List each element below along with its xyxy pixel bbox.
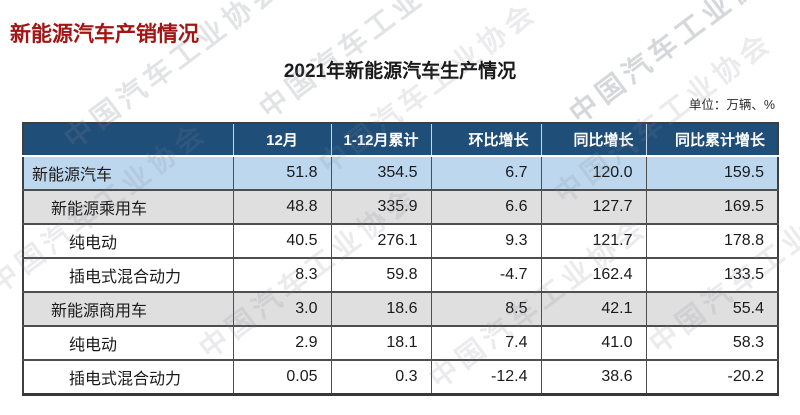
value-cell: 169.5 bbox=[645, 189, 778, 224]
value-cell: -12.4 bbox=[430, 359, 541, 395]
value-cell: 159.5 bbox=[645, 155, 778, 190]
value-cell: 178.8 bbox=[645, 223, 778, 258]
value-cell: 162.4 bbox=[540, 257, 646, 292]
value-cell: 7.4 bbox=[430, 325, 541, 360]
value-cell: 18.1 bbox=[330, 325, 431, 360]
value-cell: 8.5 bbox=[430, 291, 541, 326]
production-table: 12月 1-12月累计 环比增长 同比增长 同比累计增长 新能源汽车 51.8 354.5 6… bbox=[22, 122, 779, 396]
value-cell: 354.5 bbox=[330, 155, 431, 190]
table-title: 2021年新能源汽车生产情况 bbox=[283, 61, 517, 82]
row-label-cell: 新能源乘用车 bbox=[22, 189, 233, 224]
table-row: 纯电动 40.5 276.1 9.3 121.7 178.8 bbox=[22, 223, 778, 258]
row-label-cell: 插电式混合动力 bbox=[22, 359, 233, 395]
value-cell: 58.3 bbox=[645, 325, 778, 360]
table-header: 12月 1-12月累计 环比增长 同比增长 同比累计增长 bbox=[23, 123, 778, 156]
table-row: 新能源乘用车 48.8 335.9 6.6 127.7 169.5 bbox=[22, 189, 778, 224]
value-cell: 6.7 bbox=[430, 155, 541, 190]
value-cell: 40.5 bbox=[232, 223, 331, 258]
value-cell: 41.0 bbox=[540, 325, 646, 360]
row-label-cell: 纯电动 bbox=[22, 325, 233, 360]
value-cell: 6.6 bbox=[430, 189, 541, 224]
value-cell: 121.7 bbox=[540, 223, 646, 258]
value-cell: -20.2 bbox=[645, 359, 778, 395]
table-row: 新能源商用车 3.0 18.6 8.5 42.1 55.4 bbox=[22, 291, 778, 326]
corner-cell bbox=[23, 123, 233, 156]
header-cell: 同比累计增长 bbox=[645, 123, 778, 156]
row-label-cell: 新能源商用车 bbox=[22, 291, 233, 326]
table-body: 新能源汽车 51.8 354.5 6.7 120.0 159.5 新能源乘用车 48.8 335… bbox=[22, 155, 778, 395]
value-cell: 127.7 bbox=[540, 189, 646, 224]
table-row: 插电式混合动力 8.3 59.8 -4.7 162.4 133.5 bbox=[22, 257, 778, 292]
table-row: 新能源汽车 51.8 354.5 6.7 120.0 159.5 bbox=[22, 155, 778, 190]
header-cell: 12月 bbox=[232, 123, 331, 156]
table-row: 插电式混合动力 0.05 0.3 -12.4 38.6 -20.2 bbox=[22, 359, 778, 395]
header-cell: 1-12月累计 bbox=[330, 123, 431, 156]
value-cell: 133.5 bbox=[645, 257, 778, 292]
row-label-cell: 纯电动 bbox=[22, 223, 233, 258]
value-cell: 9.3 bbox=[430, 223, 541, 258]
value-cell: 120.0 bbox=[540, 155, 646, 190]
value-cell: 38.6 bbox=[540, 359, 646, 395]
value-cell: 59.8 bbox=[330, 257, 431, 292]
value-cell: 18.6 bbox=[330, 291, 431, 326]
unit-label: 单位：万辆、% bbox=[688, 98, 775, 112]
value-cell: -4.7 bbox=[430, 257, 541, 292]
header-row: 12月 1-12月累计 环比增长 同比增长 同比累计增长 bbox=[23, 123, 778, 156]
value-cell: 276.1 bbox=[330, 223, 431, 258]
value-cell: 2.9 bbox=[232, 325, 331, 360]
value-cell: 55.4 bbox=[645, 291, 778, 326]
table-row: 纯电动 2.9 18.1 7.4 41.0 58.3 bbox=[22, 325, 778, 360]
value-cell: 3.0 bbox=[232, 291, 331, 326]
row-label-cell: 插电式混合动力 bbox=[22, 257, 233, 292]
value-cell: 48.8 bbox=[232, 189, 331, 224]
header-cell: 环比增长 bbox=[430, 123, 541, 156]
value-cell: 335.9 bbox=[330, 189, 431, 224]
page-title: 新能源汽车产销情况 bbox=[10, 23, 199, 46]
value-cell: 0.05 bbox=[232, 359, 331, 395]
value-cell: 51.8 bbox=[232, 155, 331, 190]
row-label-cell: 新能源汽车 bbox=[22, 155, 233, 190]
value-cell: 8.3 bbox=[232, 257, 331, 292]
header-cell: 同比增长 bbox=[540, 123, 646, 156]
value-cell: 42.1 bbox=[540, 291, 646, 326]
value-cell: 0.3 bbox=[330, 359, 431, 395]
